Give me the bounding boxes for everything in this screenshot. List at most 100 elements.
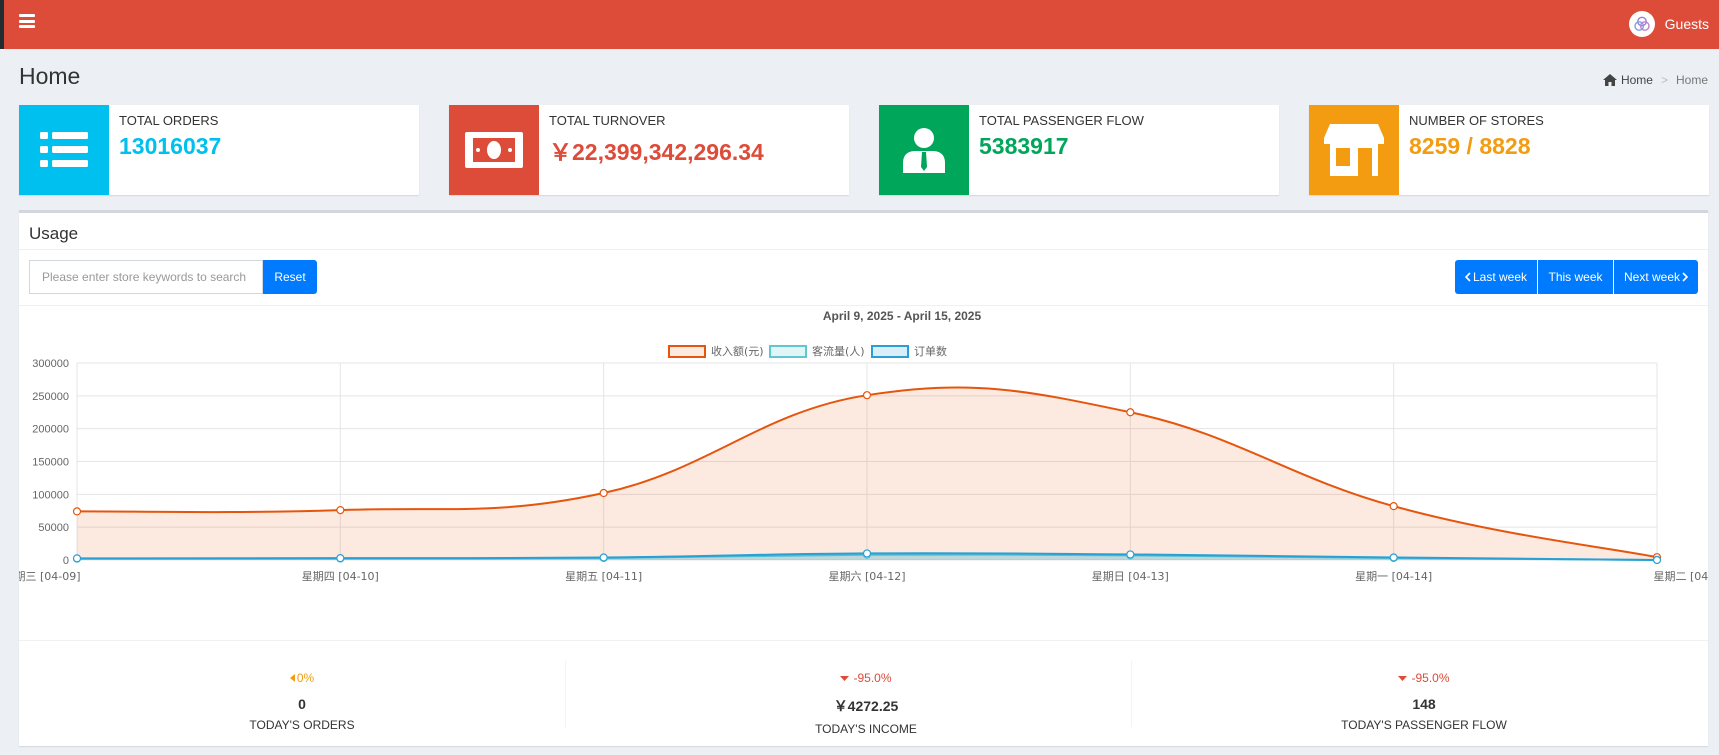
x-tick-label: 星期日 [04-13] xyxy=(1092,570,1169,583)
y-tick-label: 100000 xyxy=(32,489,69,501)
chart-title: April 9, 2025 - April 15, 2025 xyxy=(823,309,982,323)
hamburger-icon[interactable] xyxy=(19,14,35,28)
usage-chart: April 9, 2025 - April 15, 2025 收入额(元) 客流量(… xyxy=(3,307,1719,627)
info-value: 8259 / 8828 xyxy=(1409,133,1531,159)
home-icon xyxy=(1602,74,1617,86)
stat-divider xyxy=(1131,661,1132,727)
chevron-left-icon xyxy=(1464,272,1471,282)
divider xyxy=(19,305,1708,306)
user-tie-icon xyxy=(903,128,945,173)
stat-todays-income: -95.0% ￥4272.25 TODAY'S INCOME xyxy=(583,661,1149,736)
y-tick-label: 200000 xyxy=(32,424,69,436)
last-week-button[interactable]: Last week xyxy=(1455,260,1537,294)
info-icon-bg xyxy=(879,105,969,195)
data-point xyxy=(599,553,608,562)
data-point xyxy=(862,391,872,400)
divider xyxy=(19,640,1708,641)
legend-swatch xyxy=(871,345,909,358)
info-box-total-orders: TOTAL ORDERS 13016037 xyxy=(19,105,419,195)
y-tick-label: 250000 xyxy=(32,391,69,403)
user-name: Guests xyxy=(1664,16,1709,32)
avatar xyxy=(1628,11,1655,37)
data-point xyxy=(1389,502,1398,511)
caret-down-icon xyxy=(840,675,850,681)
data-point xyxy=(72,507,82,516)
stat-change-value: 0% xyxy=(296,671,315,685)
store-search-input[interactable] xyxy=(29,260,263,294)
stat-divider xyxy=(565,661,566,727)
money-icon xyxy=(465,132,523,168)
stat-label: TODAY'S INCOME xyxy=(815,722,917,736)
stat-change: -95.0% xyxy=(1141,671,1707,685)
data-point xyxy=(1126,550,1135,559)
user-menu[interactable]: Guests xyxy=(1628,11,1709,37)
info-icon-bg xyxy=(19,105,109,195)
stat-value: ￥4272.25 xyxy=(833,698,899,714)
breadcrumb: Home > Home xyxy=(1602,73,1708,87)
info-label: TOTAL PASSENGER FLOW xyxy=(979,113,1144,128)
stat-todays-orders: 0% 0 TODAY'S ORDERS xyxy=(19,661,585,732)
legend-label: 订单数 xyxy=(914,345,947,358)
usage-chart-svg: April 9, 2025 - April 15, 2025 收入额(元) 客流量(… xyxy=(3,309,1719,583)
data-point xyxy=(1389,553,1398,562)
x-tick-label: 星期五 [04-11] xyxy=(565,570,642,583)
legend-label: 收入额(元) xyxy=(711,344,764,358)
stat-change-value: -95.0% xyxy=(1411,671,1450,685)
top-navbar: Guests xyxy=(0,0,1719,49)
usage-panel: Usage Reset Last week This week Next wee… xyxy=(3,210,1719,746)
breadcrumb-current: Home xyxy=(1675,73,1708,87)
info-label: NUMBER OF STORES xyxy=(1409,113,1544,128)
legend-label: 客流量(人) xyxy=(812,344,865,358)
info-label: TOTAL ORDERS xyxy=(119,113,219,128)
y-tick-label: 150000 xyxy=(32,457,69,469)
x-tick-label: 星期三 [04-09] xyxy=(19,570,81,583)
x-tick-label: 星期四 [04-10] xyxy=(302,570,379,583)
next-week-label: Next week xyxy=(1623,270,1681,284)
data-point xyxy=(1652,555,1662,565)
info-value: ￥22,399,342,296.34 xyxy=(549,139,764,165)
breadcrumb-home-link[interactable]: Home xyxy=(1602,73,1653,87)
info-box-number-of-stores: NUMBER OF STORES 8259 / 8828 xyxy=(1309,105,1709,195)
legend-swatch xyxy=(668,345,706,358)
reset-button[interactable]: Reset xyxy=(263,260,317,294)
x-tick-label: 星期六 [04-12] xyxy=(828,570,905,583)
page-title: Home xyxy=(19,63,81,89)
list-icon xyxy=(40,132,88,167)
info-icon-bg xyxy=(1309,105,1399,195)
y-tick-label: 300000 xyxy=(32,358,69,370)
data-point xyxy=(336,554,345,563)
info-value: 5383917 xyxy=(979,133,1069,159)
breadcrumb-separator: > xyxy=(1660,73,1668,87)
divider xyxy=(19,249,1708,250)
panel-title: Usage xyxy=(29,224,79,243)
next-week-button[interactable]: Next week xyxy=(1614,260,1698,294)
stat-label: TODAY'S PASSENGER FLOW xyxy=(1341,718,1507,732)
data-point xyxy=(599,488,608,498)
data-point xyxy=(336,505,345,515)
info-value: 13016037 xyxy=(119,133,222,159)
data-point xyxy=(1126,408,1135,417)
series-area xyxy=(77,387,1657,560)
last-week-label: Last week xyxy=(1472,270,1528,284)
x-tick-label: 星期二 [04-15] xyxy=(1653,570,1708,583)
avatar-logo xyxy=(1633,16,1650,31)
info-icon-bg xyxy=(449,105,539,195)
chevron-right-icon xyxy=(1682,272,1689,282)
info-box-total-turnover: TOTAL TURNOVER ￥22,399,342,296.34 xyxy=(449,105,849,195)
legend-swatch xyxy=(769,345,807,358)
stat-change: -95.0% xyxy=(583,671,1149,685)
stat-value: 0 xyxy=(298,696,306,712)
stat-change: 0% xyxy=(19,671,585,685)
info-label: TOTAL TURNOVER xyxy=(549,113,666,128)
store-icon xyxy=(1324,124,1384,176)
caret-down-icon xyxy=(1398,675,1408,681)
stat-change-value: -95.0% xyxy=(853,671,892,685)
x-tick-label: 星期一 [04-14] xyxy=(1355,570,1432,583)
data-point xyxy=(72,554,82,563)
info-box-passenger-flow: TOTAL PASSENGER FLOW 5383917 xyxy=(879,105,1279,195)
stat-value: 148 xyxy=(1412,696,1436,712)
this-week-button[interactable]: This week xyxy=(1538,260,1613,294)
stat-label: TODAY'S ORDERS xyxy=(249,718,355,732)
data-point xyxy=(862,549,872,558)
y-tick-label: 50000 xyxy=(38,522,69,534)
